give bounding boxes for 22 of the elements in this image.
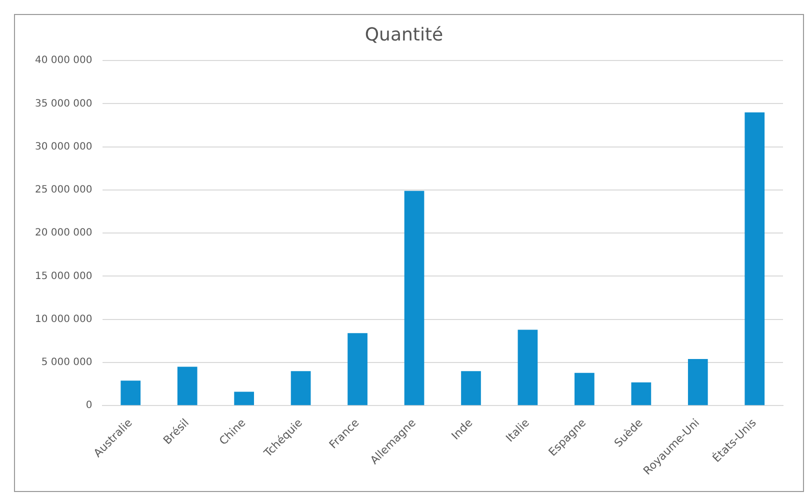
bar — [688, 359, 708, 406]
y-tick-label: 5 000 000 — [41, 357, 92, 368]
bar — [518, 330, 538, 406]
bar — [348, 333, 368, 406]
y-tick-label: 40 000 000 — [34, 55, 92, 66]
bar — [290, 371, 311, 406]
bar — [120, 380, 141, 406]
y-tick-label: 0 — [86, 400, 92, 412]
bar — [574, 372, 594, 406]
y-tick-label: 10 000 000 — [34, 314, 92, 325]
y-tick-label: 30 000 000 — [34, 141, 92, 152]
y-tick-label: 35 000 000 — [34, 98, 92, 110]
bar — [744, 112, 765, 406]
y-tick-label: 25 000 000 — [34, 184, 92, 196]
bar — [631, 382, 652, 406]
chart-title: Quantité — [364, 24, 444, 46]
y-tick-label: 15 000 000 — [34, 270, 92, 282]
bar — [461, 371, 481, 406]
bar — [234, 392, 254, 406]
y-tick-label: 20 000 000 — [34, 228, 92, 239]
bar — [177, 366, 198, 406]
bar — [404, 190, 424, 406]
